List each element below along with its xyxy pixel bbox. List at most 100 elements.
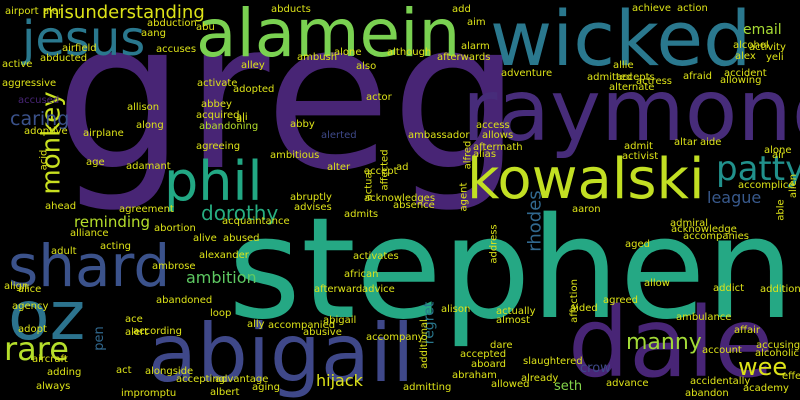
cloud-word: address xyxy=(488,224,500,264)
cloud-word: jesus xyxy=(22,11,146,67)
cloud-word: account xyxy=(702,345,742,356)
cloud-word: abu xyxy=(196,22,215,33)
cloud-word: alternate xyxy=(609,82,655,93)
cloud-word: ally xyxy=(247,319,265,330)
cloud-word: addition xyxy=(760,284,800,295)
cloud-word: add xyxy=(452,4,471,15)
cloud-word: age xyxy=(86,157,105,168)
cloud-word: alter xyxy=(327,162,351,173)
cloud-word: alias xyxy=(473,149,497,160)
cloud-word: adoptive xyxy=(24,126,68,137)
cloud-word: accepted xyxy=(460,349,507,360)
cloud-word: already xyxy=(521,373,559,384)
cloud-word: ad xyxy=(396,162,409,173)
cloud-word: league xyxy=(707,188,762,207)
cloud-word: loop xyxy=(210,308,232,319)
cloud-word: abusive xyxy=(303,327,342,338)
cloud-word: shard xyxy=(8,232,171,300)
cloud-word: adventure xyxy=(501,68,553,79)
cloud-word: ambrose xyxy=(152,261,196,272)
cloud-word: alexander xyxy=(199,250,249,261)
cloud-word: acid xyxy=(38,149,50,171)
cloud-word: agreement xyxy=(119,204,174,215)
cloud-word: alerted xyxy=(321,130,357,141)
cloud-word: ali xyxy=(236,112,248,123)
cloud-word: affair xyxy=(734,325,761,336)
cloud-word: altar xyxy=(674,137,698,148)
cloud-word: abbey xyxy=(201,99,232,110)
cloud-word: ambulance xyxy=(676,312,732,323)
cloud-word: monkey xyxy=(36,91,67,195)
cloud-word: accompanies xyxy=(683,231,749,242)
cloud-word: adamant xyxy=(126,161,171,172)
cloud-word: alison xyxy=(441,304,471,315)
cloud-word: reminding xyxy=(74,213,151,231)
cloud-word: ahead xyxy=(45,201,77,212)
cloud-word: manny xyxy=(626,330,702,355)
cloud-word: alongside xyxy=(145,366,194,377)
cloud-word: albert xyxy=(210,387,240,398)
cloud-word: admits xyxy=(344,209,379,220)
cloud-word: alarm xyxy=(461,41,490,52)
cloud-word: accusing xyxy=(756,340,800,351)
cloud-word: abduction xyxy=(147,18,197,29)
cloud-word: act xyxy=(116,365,132,376)
cloud-word: allowed xyxy=(491,379,530,390)
cloud-word: admitted xyxy=(587,72,633,83)
cloud-word: agency xyxy=(12,301,49,312)
cloud-word: seth xyxy=(554,379,583,394)
cloud-word: accept xyxy=(364,166,398,177)
cloud-word: afterwards xyxy=(437,52,491,63)
cloud-word: addict xyxy=(713,283,745,294)
cloud-word: activates xyxy=(353,251,399,262)
cloud-word: afraid xyxy=(683,71,713,82)
cloud-word: abducts xyxy=(271,4,311,15)
cloud-word: also xyxy=(356,61,377,72)
cloud-word: almost xyxy=(496,315,530,326)
cloud-word: impromptu xyxy=(121,388,177,399)
cloud-word: acting xyxy=(100,241,132,252)
cloud-word: admiral xyxy=(670,218,709,229)
cloud-word: rare xyxy=(4,330,69,368)
cloud-word: ambitious xyxy=(270,150,320,161)
cloud-word: email xyxy=(743,22,782,38)
cloud-word: misunderstanding xyxy=(42,2,205,23)
cloud-word: alcoholic xyxy=(755,348,800,359)
cloud-word: dale xyxy=(568,287,774,399)
cloud-word: abortion xyxy=(154,223,196,234)
cloud-word: alert xyxy=(125,327,149,338)
cloud-word: wicked xyxy=(490,0,752,83)
cloud-word: alive xyxy=(193,233,217,244)
cloud-word: always xyxy=(36,381,71,392)
cloud-word: airport xyxy=(5,6,39,17)
cloud-word: admitting xyxy=(403,382,452,393)
cloud-word: alice xyxy=(18,284,42,295)
cloud-word: aim xyxy=(467,17,486,28)
cloud-word: activist xyxy=(622,151,659,162)
cloud-word: absence xyxy=(393,200,435,211)
cloud-word: airplane xyxy=(83,128,124,139)
cloud-word: alfred xyxy=(462,140,474,170)
cloud-word: ai xyxy=(236,114,245,125)
cloud-word: advantage xyxy=(215,374,269,385)
cloud-word: acquired xyxy=(196,110,240,121)
cloud-word: active xyxy=(2,59,33,70)
cloud-word: alone xyxy=(334,47,362,58)
cloud-word: slaughtered xyxy=(523,356,583,367)
cloud-word: raymond xyxy=(462,61,800,161)
cloud-word: phil xyxy=(164,150,263,213)
cloud-word: abused xyxy=(223,233,260,244)
cloud-word: academy xyxy=(743,383,789,394)
cloud-word: ambush xyxy=(297,52,338,63)
cloud-word: alcohol xyxy=(733,40,769,51)
cloud-word: aide xyxy=(700,137,722,148)
cloud-word: activity xyxy=(749,42,786,53)
cloud-word: rhodes xyxy=(524,190,546,252)
cloud-word: agent xyxy=(458,182,470,212)
cloud-word: alone xyxy=(764,145,792,156)
cloud-word: able xyxy=(775,199,787,221)
cloud-word: although xyxy=(387,47,432,58)
cloud-word: abraham xyxy=(452,370,497,381)
cloud-word: air xyxy=(772,150,786,161)
cloud-word: aang xyxy=(141,28,166,39)
